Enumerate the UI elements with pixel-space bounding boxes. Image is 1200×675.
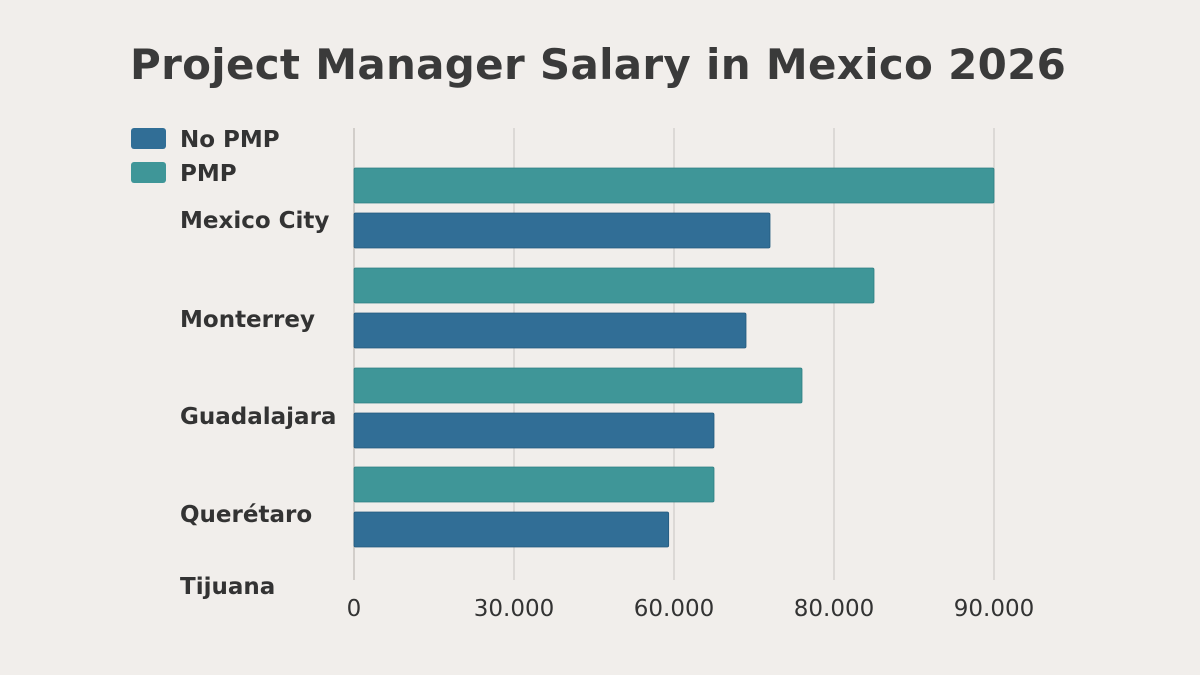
bar-no-pmp-queretaro [353,511,670,548]
bar-no-pmp-mexico-city [353,212,771,249]
x-tick-label-4: 90.000 [954,596,1034,622]
bar-no-pmp-monterrey [353,312,747,349]
category-label-mexico-city: Mexico City [180,208,329,234]
category-label-tijuana: Tijuana [180,574,275,600]
x-tick-labels: 0 30.000 60.000 80.000 90.000 [347,596,1035,622]
category-label-monterrey: Monterrey [180,307,315,333]
x-tick-label-3: 80.000 [794,596,874,622]
x-tick-label-0: 0 [347,596,362,622]
category-label-guadalajara: Guadalajara [180,404,336,430]
bars [353,167,995,548]
legend: No PMP PMP [131,127,280,187]
bar-pmp-guadalajara [353,367,803,404]
category-labels: Mexico City Monterrey Guadalajara Querétaro… [180,208,336,600]
chart-title: Project Manager Salary in Mexico 2026 [130,40,1067,89]
bar-pmp-mexico-city [353,167,995,204]
category-label-queretaro: Querétaro [180,502,312,528]
bar-no-pmp-guadalajara [353,412,715,449]
legend-swatch-no-pmp [131,128,166,149]
x-tick-label-2: 60.000 [634,596,714,622]
bar-pmp-monterrey [353,267,875,304]
x-tick-label-1: 30.000 [474,596,554,622]
bar-pmp-queretaro [353,466,715,503]
legend-swatch-pmp [131,162,166,183]
legend-label-no-pmp: No PMP [180,127,280,153]
legend-label-pmp: PMP [180,161,237,187]
